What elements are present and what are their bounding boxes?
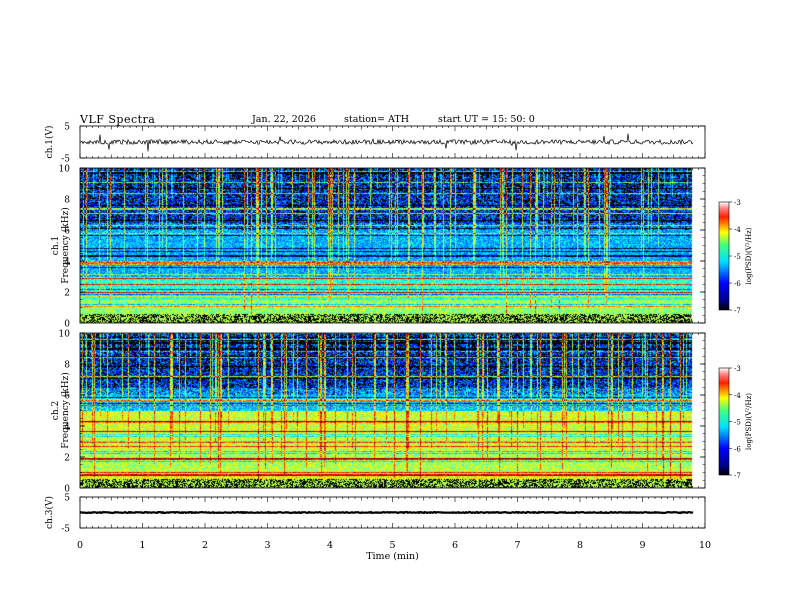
x-tick-label: 5 [389,540,395,551]
x-tick-label: 8 [577,540,583,551]
y-tick-label: 8 [64,196,70,206]
ch2-spectrogram [80,333,693,488]
x-tick-label: 3 [264,540,270,551]
ch1-spectrogram [80,168,693,323]
y-tick-label: 5 [64,123,70,133]
y-tick-label: 10 [59,330,71,340]
y-axis-label: ch.1(V) [44,126,55,159]
colorbar-tick-label: -4 [734,226,741,234]
colorbar-tick-label: -6 [734,280,741,288]
y-tick-label: 6 [64,392,70,402]
y-tick-label: 2 [64,454,70,464]
y-tick-label: 4 [64,423,70,433]
colorbar-label: log(PSD)(V²/Hz) [745,227,753,284]
x-tick-label: 2 [202,540,208,551]
x-tick-label: 7 [514,540,520,551]
y-tick-label: 0 [64,485,70,495]
y-tick-label: 6 [64,227,70,237]
y-tick-label: 8 [64,361,70,371]
y-tick-label: 10 [59,165,71,175]
colorbar-tick-label: -4 [734,392,741,400]
y-axis-label: ch.3(V) [44,496,55,529]
ch1-spectrogram-frame [79,167,706,324]
date-label: Jan. 22, 2026 [252,114,316,125]
colorbar-tick-label: -6 [734,445,741,453]
y-tick-label: 2 [64,289,70,299]
x-tick-label: 4 [327,540,333,551]
chart-title: VLF Spectra [80,113,156,126]
colorbar-tick-label: -7 [734,472,741,480]
colorbar-tick-label: -3 [734,199,741,207]
x-tick-label: 6 [452,540,458,551]
ch3-waveform-line [79,510,694,515]
y-tick-label: -5 [61,525,70,535]
y-tick-label: 5 [64,494,70,504]
y-axis-label-channel: ch.1 [51,236,61,255]
colorbar-tick-label: -3 [734,365,741,373]
ch2-spectrogram-frame [79,332,706,489]
colorbar-tick-label: -7 [734,307,741,315]
colorbar-2 [718,367,730,476]
y-axis-label: Frequency (kHz) [60,372,71,449]
x-tick-label: 10 [699,540,711,551]
start-time-label: start UT = 15: 50: 0 [438,114,535,125]
x-tick-label: 1 [139,540,145,551]
y-tick-label: -5 [61,155,70,165]
station-label: station= ATH [344,114,409,125]
x-tick-label: 9 [639,540,645,551]
x-tick-label: 0 [77,540,83,551]
colorbar-1 [718,201,730,311]
y-tick-label: 0 [64,320,70,330]
y-axis-label-channel: ch.2 [51,401,61,420]
colorbar-label: log(PSD)(V²/Hz) [745,393,753,450]
colorbar-tick-label: -5 [734,419,741,427]
x-axis-label: Time (min) [366,551,419,562]
colorbar-tick-label: -5 [734,253,741,261]
y-axis-label: Frequency (kHz) [60,207,71,284]
y-tick-label: 4 [64,258,70,268]
ch1-waveform-line [79,133,694,152]
